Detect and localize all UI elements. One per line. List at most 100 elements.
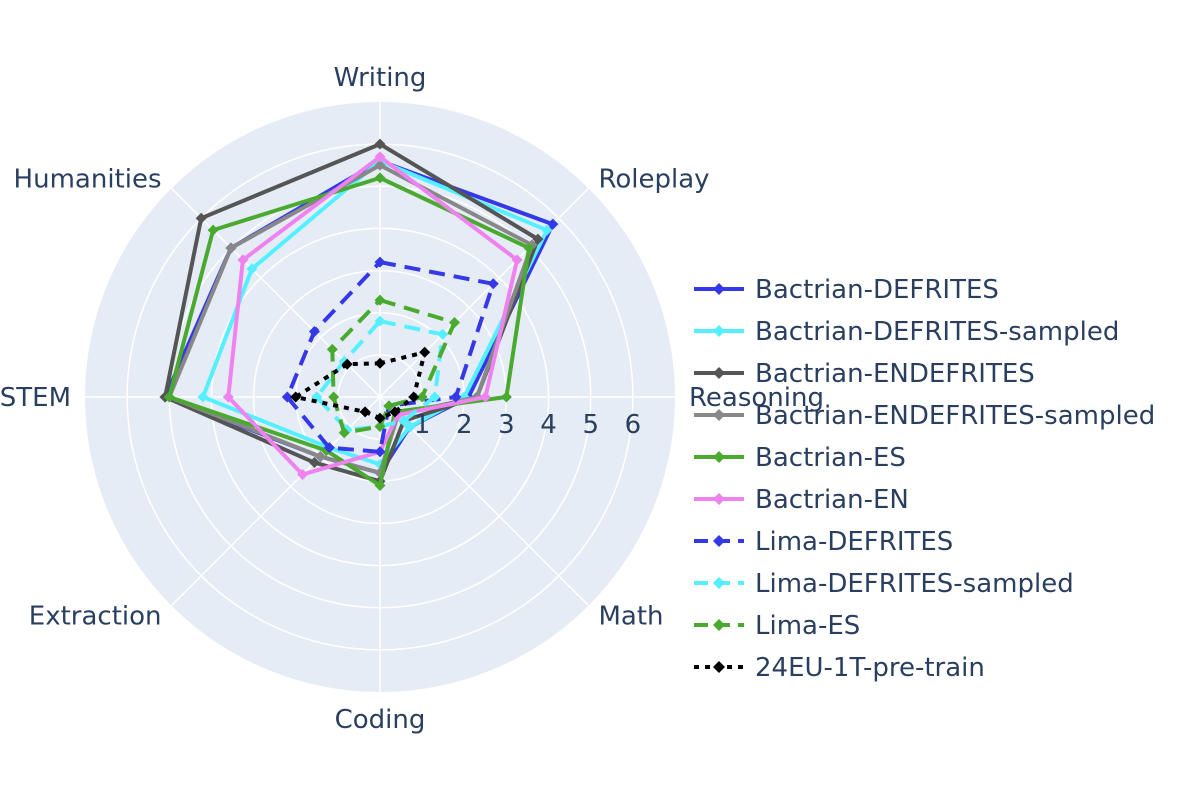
data-point-lima-defrites-coding	[374, 446, 386, 458]
axis-label-writing: Writing	[334, 63, 427, 93]
data-point-24eu-1t-pre-train-math	[389, 406, 401, 418]
data-point-lima-es-humanities	[326, 343, 338, 355]
radial-tick-label: 1	[414, 410, 431, 440]
legend-item-bactrian-endefrites-sampled[interactable]: Bactrian-ENDEFRITES-sampled	[694, 401, 1155, 431]
legend-marker	[713, 535, 725, 547]
radial-tick-label: 3	[498, 410, 515, 440]
data-point-bactrian-en-roleplay	[511, 254, 523, 266]
legend-item-bactrian-defrites-sampled[interactable]: Bactrian-DEFRITES-sampled	[694, 317, 1119, 347]
data-point-lima-defrites-roleplay	[487, 278, 499, 290]
data-point-bactrian-endefrites-writing	[374, 138, 386, 150]
legend-marker	[713, 451, 725, 463]
data-point-bactrian-defrites-roleplay	[547, 218, 559, 230]
legend-marker	[713, 619, 725, 631]
legend-item-bactrian-endefrites[interactable]: Bactrian-ENDEFRITES	[694, 359, 1035, 389]
series-line-lima-defrites	[285, 260, 496, 454]
data-point-bactrian-defrites-sampled-humanities	[246, 263, 258, 275]
legend-label: Bactrian-EN	[755, 485, 909, 515]
data-point-bactrian-endefrites-sampled-humanities	[225, 242, 237, 254]
data-point-bactrian-endefrites-sampled-writing	[374, 159, 386, 171]
data-point-24eu-1t-pre-train-writing	[374, 357, 386, 369]
data-point-24eu-1t-pre-train-reasoning	[408, 391, 420, 403]
data-point-lima-es-math	[383, 400, 395, 412]
legend: Bactrian-DEFRITES Bactrian-DEFRITES-sampl…	[694, 275, 1155, 683]
data-point-bactrian-endefrites-roleplay	[532, 233, 544, 245]
data-point-bactrian-en-extraction	[297, 468, 309, 480]
legend-item-bactrian-es[interactable]: Bactrian-ES	[694, 443, 906, 473]
axis-label-stem: STEM	[0, 383, 71, 413]
data-point-24eu-1t-pre-train-coding	[374, 412, 386, 424]
data-point-lima-es-stem	[328, 391, 340, 403]
data-point-lima-es-coding	[374, 421, 386, 432]
legend-label: Bactrian-ENDEFRITES-sampled	[755, 401, 1155, 431]
data-point-bactrian-endefrites-humanities	[195, 212, 207, 224]
data-point-bactrian-es-stem	[163, 391, 175, 403]
data-point-lima-es-extraction	[338, 427, 350, 439]
legend-item-lima-es[interactable]: Lima-ES	[694, 611, 860, 641]
data-point-lima-defrites-extraction	[323, 442, 335, 454]
legend-item-bactrian-en[interactable]: Bactrian-EN	[694, 485, 909, 515]
angular-axis-labels: Writing Roleplay Reasoning Math Coding Extrac…	[0, 63, 824, 735]
series-24eu-1t-pre-train	[290, 346, 431, 424]
data-point-bactrian-en-stem	[222, 391, 234, 403]
data-point-lima-defrites-sampled-roleplay	[437, 328, 449, 340]
radial-tick-label: 2	[456, 410, 473, 440]
data-point-24eu-1t-pre-train-roleplay	[419, 346, 431, 358]
axis-label-math: Math	[598, 601, 663, 631]
data-point-bactrian-es-reasoning	[500, 391, 512, 403]
data-point-bactrian-es-coding	[374, 480, 386, 491]
legend-marker	[713, 283, 725, 295]
legend-label: Lima-DEFRITES-sampled	[755, 569, 1074, 599]
legend-marker	[713, 577, 725, 589]
data-point-bactrian-en-humanities	[237, 254, 249, 266]
legend-label: Lima-DEFRITES	[755, 527, 953, 557]
axis-label-reasoning: Reasoning	[689, 383, 824, 413]
data-point-bactrian-endefrites-extraction	[308, 457, 320, 469]
data-point-24eu-1t-pre-train-extraction	[359, 406, 371, 418]
legend-marker	[713, 493, 725, 505]
series-lima-es	[326, 294, 460, 439]
legend-marker	[713, 661, 725, 673]
data-point-bactrian-defrites-sampled-math	[404, 421, 416, 433]
data-point-lima-es-writing	[374, 294, 386, 306]
radar-series	[159, 138, 559, 491]
data-point-lima-defrites-writing	[374, 256, 386, 268]
series-bactrian-es	[163, 172, 535, 491]
data-point-bactrian-endefrites-sampled-extraction	[314, 451, 326, 463]
data-point-bactrian-es-writing	[374, 172, 386, 184]
data-point-bactrian-defrites-sampled-stem	[197, 391, 209, 403]
legend-marker	[713, 409, 725, 421]
axis-label-humanities: Humanities	[14, 165, 162, 195]
data-point-bactrian-defrites-sampled-roleplay	[541, 224, 553, 236]
data-point-bactrian-en-writing	[374, 151, 386, 163]
data-point-24eu-1t-pre-train-humanities	[341, 358, 353, 370]
legend-item-bactrian-defrites[interactable]: Bactrian-DEFRITES	[694, 275, 999, 305]
legend-item-24eu-1t-pre-train[interactable]: 24EU-1T-pre-train	[694, 653, 985, 683]
data-point-lima-defrites-reasoning	[450, 391, 462, 403]
axis-label-coding: Coding	[335, 705, 426, 735]
legend-label: Bactrian-ENDEFRITES	[755, 359, 1035, 389]
radial-tick-label: 5	[582, 410, 599, 440]
legend-marker	[713, 367, 725, 379]
radial-tick-label: 4	[540, 410, 557, 440]
data-point-lima-defrites-stem	[281, 391, 293, 403]
data-point-lima-defrites-sampled-math	[398, 415, 410, 427]
legend-item-lima-defrites-sampled[interactable]: Lima-DEFRITES-sampled	[694, 569, 1074, 599]
data-point-lima-es-roleplay	[448, 317, 460, 329]
legend-marker	[713, 325, 725, 337]
legend-label: 24EU-1T-pre-train	[755, 653, 985, 683]
data-point-lima-defrites-sampled-writing	[374, 315, 386, 327]
radial-tick-label: 6	[625, 410, 642, 440]
data-point-bactrian-es-roleplay	[523, 242, 535, 254]
data-point-lima-es-reasoning	[416, 391, 428, 403]
angular-gridline	[379, 396, 590, 607]
legend-label: Bactrian-DEFRITES-sampled	[755, 317, 1119, 347]
legend-item-lima-defrites[interactable]: Lima-DEFRITES	[694, 527, 953, 557]
data-point-24eu-1t-pre-train-stem	[290, 391, 302, 403]
data-point-lima-defrites-sampled-reasoning	[429, 391, 441, 403]
data-point-bactrian-en-reasoning	[479, 391, 491, 403]
data-point-lima-defrites-humanities	[308, 325, 320, 337]
data-point-bactrian-es-humanities	[207, 224, 219, 236]
